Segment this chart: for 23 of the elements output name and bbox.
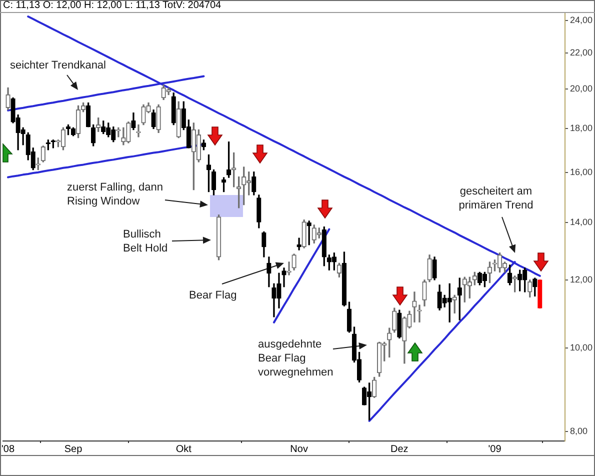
y-tick-label: 24,00 <box>570 15 593 26</box>
x-tick-label: '09 <box>488 444 502 455</box>
annotation: zuerst Falling, dann Rising Window <box>67 182 163 208</box>
x-tick-label: '08 <box>1 444 15 455</box>
x-tick-label: Dez <box>390 444 408 455</box>
y-tick-label: 16,00 <box>570 166 593 177</box>
annotation: Bullisch Belt Hold <box>123 228 168 255</box>
y-tick-label: 14,00 <box>570 216 593 227</box>
annotation: gescheitert am primären Trend <box>458 186 534 212</box>
x-tick-label: Sep <box>64 444 83 455</box>
annotation: Bear Flag <box>189 290 237 302</box>
candlestick <box>412 292 417 322</box>
chart-title: C: 11,13 O: 12,00 H: 12,00 L: 11,13 TotV: 204704 <box>0 0 595 13</box>
x-tick-label: Okt <box>176 444 192 455</box>
y-tick-label: 12,00 <box>570 274 593 284</box>
y-tick-label: 10,00 <box>570 342 593 353</box>
annotation: seichter Trendkanal <box>10 60 106 72</box>
y-tick-label: 20,00 <box>570 83 593 94</box>
x-tick-label: Nov <box>290 444 308 455</box>
y-tick-label: 18,00 <box>570 122 593 133</box>
y-tick-label: 8,00 <box>570 426 588 436</box>
annotation: ausgedehnte Bear Flag vorwegnehmen <box>258 338 334 379</box>
y-tick-label: 22,00 <box>570 48 593 58</box>
